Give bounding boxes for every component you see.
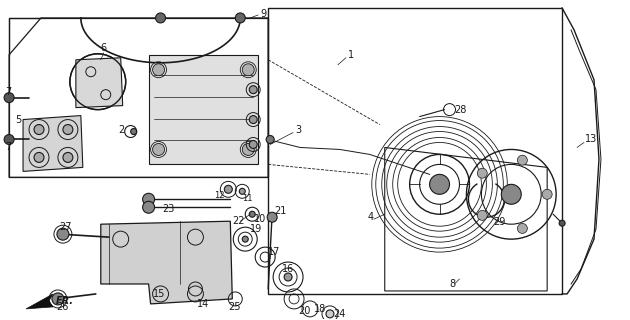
Text: 20: 20 xyxy=(298,306,311,316)
Circle shape xyxy=(517,223,527,233)
Circle shape xyxy=(267,212,277,222)
Text: 10: 10 xyxy=(255,214,266,224)
Circle shape xyxy=(243,236,248,242)
Text: 7: 7 xyxy=(5,87,11,97)
Circle shape xyxy=(266,135,274,143)
Text: 8: 8 xyxy=(450,279,455,289)
Text: 28: 28 xyxy=(454,105,467,115)
Circle shape xyxy=(501,184,521,204)
Text: 26: 26 xyxy=(56,302,68,312)
Circle shape xyxy=(4,93,14,103)
Circle shape xyxy=(517,155,527,165)
Text: 27: 27 xyxy=(59,222,71,232)
Circle shape xyxy=(243,64,255,76)
Circle shape xyxy=(152,143,164,156)
Circle shape xyxy=(249,211,255,217)
Text: 17: 17 xyxy=(268,247,280,257)
Circle shape xyxy=(542,189,552,199)
Circle shape xyxy=(57,228,69,240)
Circle shape xyxy=(130,129,137,134)
Text: 29: 29 xyxy=(493,217,506,227)
Circle shape xyxy=(142,201,154,213)
Text: 1: 1 xyxy=(348,50,354,60)
Text: 18: 18 xyxy=(314,304,326,314)
Text: 5: 5 xyxy=(15,115,21,124)
Text: FR.: FR. xyxy=(56,296,74,306)
Text: 21: 21 xyxy=(274,206,287,216)
Circle shape xyxy=(284,273,292,281)
Circle shape xyxy=(326,310,334,318)
Circle shape xyxy=(430,174,450,194)
Circle shape xyxy=(156,13,166,23)
Text: 16: 16 xyxy=(282,264,294,274)
Text: 24: 24 xyxy=(333,309,345,319)
Circle shape xyxy=(4,134,14,144)
Circle shape xyxy=(63,124,73,134)
Text: 22: 22 xyxy=(232,216,245,226)
Text: 2: 2 xyxy=(118,124,125,134)
Circle shape xyxy=(478,168,487,178)
Polygon shape xyxy=(23,116,83,172)
Text: 19: 19 xyxy=(250,224,263,234)
Circle shape xyxy=(243,143,255,156)
Circle shape xyxy=(478,211,487,220)
Circle shape xyxy=(52,293,64,305)
Circle shape xyxy=(249,86,257,94)
Text: 11: 11 xyxy=(243,194,253,203)
Circle shape xyxy=(239,188,245,194)
Circle shape xyxy=(152,64,164,76)
Text: 6: 6 xyxy=(101,43,107,53)
Circle shape xyxy=(249,116,257,124)
Circle shape xyxy=(249,140,257,148)
Bar xyxy=(149,55,258,164)
Text: 14: 14 xyxy=(197,299,210,309)
Text: 23: 23 xyxy=(163,204,175,214)
Text: 4: 4 xyxy=(368,212,374,222)
Polygon shape xyxy=(76,58,123,108)
Polygon shape xyxy=(26,294,53,309)
Text: 15: 15 xyxy=(152,289,165,299)
Text: 3: 3 xyxy=(295,124,301,134)
Text: 12: 12 xyxy=(214,191,225,200)
Circle shape xyxy=(235,13,245,23)
Circle shape xyxy=(63,152,73,163)
Polygon shape xyxy=(101,221,232,304)
Circle shape xyxy=(559,220,565,226)
Text: 25: 25 xyxy=(228,302,241,312)
Circle shape xyxy=(34,124,44,134)
Text: 7: 7 xyxy=(5,142,11,152)
Circle shape xyxy=(224,185,232,193)
Text: 9: 9 xyxy=(260,9,266,19)
Text: 13: 13 xyxy=(585,134,597,145)
Circle shape xyxy=(34,152,44,163)
Circle shape xyxy=(142,193,154,205)
